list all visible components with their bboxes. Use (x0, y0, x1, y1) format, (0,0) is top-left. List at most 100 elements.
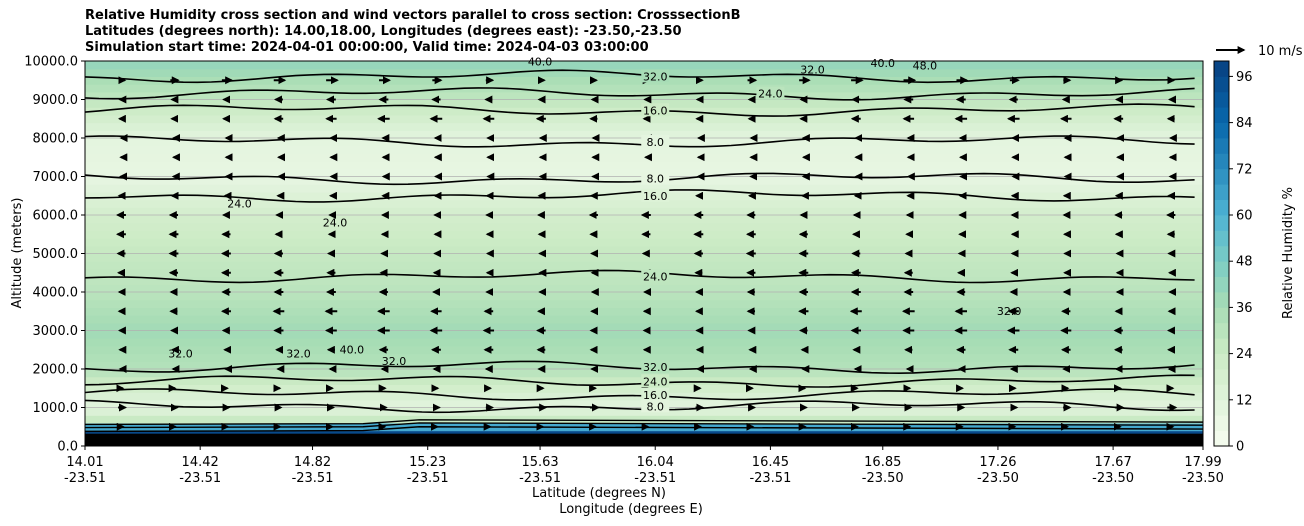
colorbar-tick-label: 96 (1236, 70, 1253, 85)
colorbar-label: Relative Humidity % (1281, 187, 1296, 319)
x-tick-label-lat: 14.82 (294, 455, 331, 470)
contour-line (85, 189, 1195, 203)
contour-label-bg (641, 269, 670, 283)
colorbar-segment (1214, 261, 1229, 277)
y-axis-label: Altitude (meters) (10, 198, 25, 309)
contour-label-bg (641, 69, 670, 83)
contour-level-label: 96.0 (871, 432, 896, 445)
quiver-key-label: 10 m/s (1258, 44, 1303, 59)
humidity-band (85, 345, 1203, 355)
colorbar-tick-label: 84 (1236, 116, 1253, 131)
x-axis-label-longitude: Longitude (degrees E) (559, 502, 703, 517)
contour-label-bg (641, 360, 670, 374)
colorbar-segment (1214, 307, 1229, 324)
contour-level-label: 24.0 (323, 217, 348, 230)
colorbar-tick-label: 72 (1236, 162, 1253, 177)
contour-line (85, 69, 1195, 84)
colorbar-segment (1214, 276, 1229, 293)
humidity-band (85, 261, 1203, 270)
humidity-band (85, 315, 1203, 324)
colorbar-segment (1214, 76, 1229, 93)
y-tick-label: 2000.0 (33, 363, 79, 378)
colorbar-segment (1214, 292, 1229, 308)
contour-level-label: 8.0 (646, 400, 664, 413)
contour-level-label: 24.0 (643, 271, 668, 284)
contour-label-bg (756, 86, 785, 100)
colorbar-tick-label: 36 (1236, 301, 1253, 316)
x-tick-label-lon: -23.51 (749, 471, 791, 486)
contour-level-label: 16.0 (643, 389, 668, 402)
contour-level-label: 16.0 (643, 104, 668, 117)
humidity-band (85, 338, 1203, 347)
colorbar-segment (1214, 153, 1229, 170)
contour-level-label: 96.0 (758, 432, 783, 445)
contour-level-label: 48.0 (913, 59, 938, 72)
humidity-band (85, 330, 1203, 339)
humidity-band (85, 84, 1203, 93)
contour-level-label: 40.0 (340, 344, 365, 357)
colorbar-segment (1214, 61, 1229, 77)
colorbar-segment (1214, 91, 1229, 108)
contour-line (85, 374, 1195, 388)
x-tick-label-lat: 16.85 (864, 455, 901, 470)
x-tick-label-lon: -23.50 (1182, 471, 1224, 486)
humidity-band (85, 184, 1203, 193)
humidity-band (85, 353, 1203, 362)
x-tick-label-lon: -23.51 (634, 471, 676, 486)
contour-line (85, 360, 1195, 375)
colorbar: 0 12 24 36 48 60 72 84 96 (1213, 60, 1253, 455)
humidity-band (85, 61, 1203, 70)
contour-level-label: 40.0 (871, 57, 896, 70)
contour-level-label: 32.0 (643, 70, 668, 83)
y-tick-label: 6000.0 (33, 209, 79, 224)
humidity-band (85, 253, 1203, 262)
humidity-band (85, 161, 1203, 170)
colorbar-tick-label: 48 (1236, 255, 1253, 270)
x-tick-label-lon: -23.50 (1092, 471, 1134, 486)
x-tick-label-lon: -23.51 (64, 471, 106, 486)
x-tick-label-lon: -23.50 (977, 471, 1019, 486)
x-tick-label-lat: 17.99 (1184, 455, 1221, 470)
colorbar-segment (1214, 369, 1229, 385)
y-tick-label: 1000.0 (33, 401, 79, 416)
contour-level-label: 32.0 (168, 347, 193, 360)
x-axis: 14.01-23.5114.42-23.5114.82-23.5115.23-2… (64, 446, 1224, 486)
contour-line (85, 399, 1195, 414)
x-tick-label-lat: 17.26 (979, 455, 1016, 470)
colorbar-tick-label: 12 (1236, 393, 1253, 408)
colorbar-segment (1214, 353, 1229, 370)
x-tick-label-lat: 17.67 (1095, 455, 1132, 470)
contour-line (85, 135, 1195, 148)
x-tick-label-lat: 14.01 (66, 455, 103, 470)
contour-level-label: 24.0 (227, 197, 252, 210)
humidity-band (85, 307, 1203, 316)
colorbar-tick-label: 60 (1236, 209, 1253, 224)
humidity-band (85, 284, 1203, 293)
humidity-contours (85, 69, 1203, 433)
humidity-band (85, 122, 1203, 131)
colorbar-segment (1214, 415, 1229, 431)
x-tick-label-lat: 16.04 (637, 455, 674, 470)
humidity-band (85, 130, 1203, 139)
colorbar-segment (1214, 168, 1229, 185)
contour-line (85, 87, 1195, 101)
humidity-band (85, 322, 1203, 332)
contour-line (85, 388, 1195, 401)
colorbar-segment (1214, 338, 1229, 354)
colorbar-tick-label: 0 (1236, 440, 1244, 455)
y-tick-label: 0.0 (57, 440, 78, 455)
x-axis-label-latitude: Latitude (degrees N) (532, 486, 666, 501)
x-tick-label-lat: 14.42 (182, 455, 219, 470)
colorbar-segment (1214, 122, 1229, 139)
x-tick-label-lon: -23.50 (862, 471, 904, 486)
x-tick-label-lon: -23.51 (179, 471, 221, 486)
contour-label-bg (641, 374, 670, 388)
humidity-band (85, 299, 1203, 308)
y-tick-label: 9000.0 (33, 93, 79, 108)
x-tick-label-lon: -23.51 (519, 471, 561, 486)
y-axis: 0.0 1000.0 2000.0 3000.0 4000.0 5000.0 6000.0 7… (24, 55, 85, 455)
contour-level-label: 96.0 (528, 434, 553, 447)
x-tick-label-lon: -23.51 (292, 471, 334, 486)
humidity-band (85, 222, 1203, 231)
